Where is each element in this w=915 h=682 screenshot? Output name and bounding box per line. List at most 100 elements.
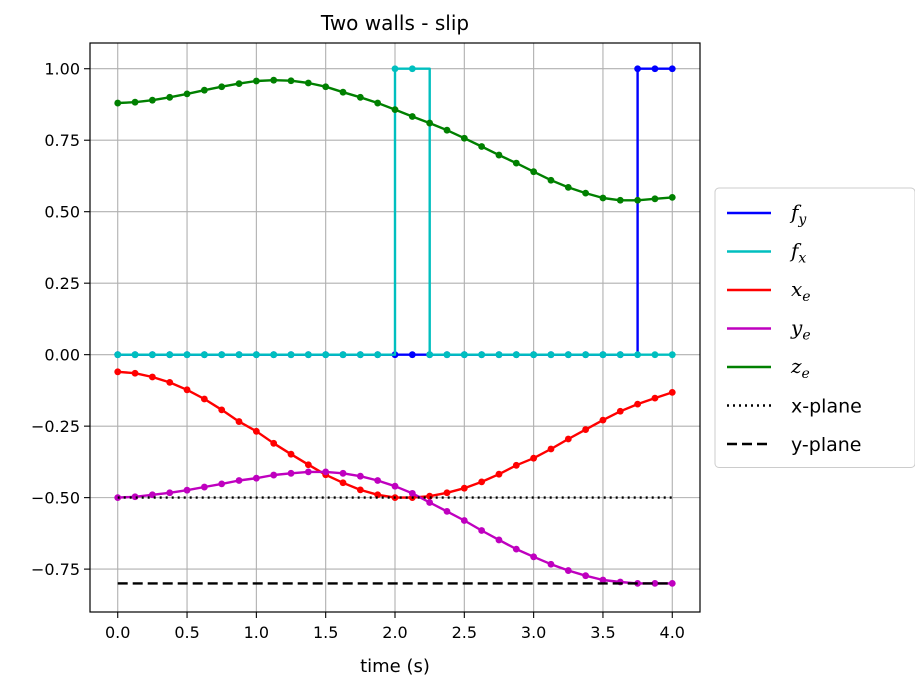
y-tick-label: −0.50 xyxy=(31,489,80,508)
plot-area xyxy=(114,65,676,587)
data-point-f-y xyxy=(408,351,416,359)
data-point-x-e xyxy=(443,489,451,497)
data-point-f-x xyxy=(166,351,174,359)
data-point-x-e xyxy=(218,406,226,414)
data-point-z-e xyxy=(408,113,416,120)
data-point-f-y xyxy=(651,65,659,73)
data-point-z-e xyxy=(547,176,555,184)
data-point-y-e xyxy=(287,469,295,477)
data-point-f-x xyxy=(356,351,364,359)
data-point-y-e xyxy=(200,483,208,491)
data-point-f-x xyxy=(547,351,555,359)
data-point-y-e xyxy=(391,482,399,490)
data-point-x-e xyxy=(478,478,486,486)
data-point-f-x xyxy=(131,351,139,359)
y-tick-label: 1.00 xyxy=(44,60,80,79)
data-point-x-e xyxy=(512,461,520,469)
data-point-f-x xyxy=(270,351,278,359)
data-point-x-e xyxy=(166,378,174,386)
data-point-f-x xyxy=(322,351,330,359)
data-point-z-e xyxy=(131,98,139,106)
data-point-z-e xyxy=(530,168,538,176)
data-point-x-e xyxy=(547,445,555,453)
data-point-z-e xyxy=(668,194,676,201)
ticks: 0.0 0.5 1.0 1.5 2.0 2.5 3.0 3.5 4.0 −0.75 −0.50 −0.… xyxy=(31,60,685,642)
legend-label: x-plane xyxy=(791,396,862,418)
data-point-y-e xyxy=(495,536,503,544)
data-point-x-e xyxy=(148,373,156,381)
data-point-x-e xyxy=(114,368,122,376)
data-point-y-e xyxy=(218,480,226,488)
data-point-y-e xyxy=(564,567,572,574)
data-point-f-x xyxy=(634,351,642,359)
data-point-y-e xyxy=(252,474,260,482)
data-point-x-e xyxy=(582,426,590,433)
data-point-f-x xyxy=(287,351,295,359)
data-point-y-e xyxy=(408,489,416,497)
data-point-z-e xyxy=(616,196,624,204)
data-point-z-e xyxy=(512,159,520,167)
data-point-y-e xyxy=(374,477,382,484)
y-tick-label: 0.50 xyxy=(44,203,80,222)
data-point-x-e xyxy=(530,454,538,462)
data-point-x-e xyxy=(426,492,434,500)
data-point-y-e xyxy=(547,560,555,568)
chart-title: Two walls - slip xyxy=(320,11,469,35)
data-point-y-e xyxy=(339,469,347,477)
data-point-x-e xyxy=(339,479,347,487)
data-point-f-x xyxy=(114,351,122,359)
data-point-y-e xyxy=(166,489,174,497)
data-point-x-e xyxy=(200,395,208,403)
legend-label: xe xyxy=(791,277,811,305)
data-point-f-x xyxy=(564,351,572,359)
data-point-x-e xyxy=(270,439,278,447)
data-point-f-x xyxy=(512,351,520,359)
data-point-z-e xyxy=(356,93,364,101)
data-point-x-e xyxy=(304,461,312,469)
data-point-z-e xyxy=(564,183,572,191)
data-point-z-e xyxy=(426,119,434,127)
x-axis-label: time (s) xyxy=(360,656,430,677)
data-point-x-e xyxy=(564,435,572,443)
data-point-f-x xyxy=(339,351,347,359)
legend-box xyxy=(714,187,915,468)
data-point-y-e xyxy=(599,576,607,584)
y-tick-label: 0.00 xyxy=(44,346,80,365)
data-point-y-e xyxy=(443,507,451,515)
data-point-z-e xyxy=(114,99,122,107)
data-point-x-e xyxy=(634,400,642,408)
data-point-f-y xyxy=(668,65,676,73)
data-point-f-x xyxy=(460,351,468,359)
data-point-z-e xyxy=(235,80,243,88)
data-point-z-e xyxy=(443,126,451,134)
data-point-z-e xyxy=(582,189,590,197)
data-point-z-e xyxy=(322,83,330,91)
data-point-f-x xyxy=(426,351,434,359)
data-point-y-e xyxy=(530,553,538,561)
x-tick-label: 1.5 xyxy=(313,623,338,642)
data-point-x-e xyxy=(616,407,624,415)
data-point-z-e xyxy=(391,106,399,114)
x-tick-label: 3.5 xyxy=(590,623,615,642)
data-point-y-e xyxy=(322,468,330,476)
data-point-y-e xyxy=(512,545,520,553)
x-tick-label: 4.0 xyxy=(660,623,685,642)
legend-label: ze xyxy=(790,354,810,382)
data-point-z-e xyxy=(495,151,503,159)
data-point-f-x xyxy=(530,351,538,359)
y-tick-label: −0.25 xyxy=(31,417,80,436)
x-tick-label: 0.5 xyxy=(174,623,199,642)
data-point-f-x xyxy=(495,351,503,359)
data-point-y-e xyxy=(270,471,278,479)
data-point-x-e xyxy=(287,450,295,458)
x-tick-label: 0.0 xyxy=(105,623,130,642)
data-point-z-e xyxy=(339,88,347,96)
data-point-z-e xyxy=(651,195,659,203)
data-point-f-x xyxy=(183,351,191,359)
data-point-z-e xyxy=(270,76,278,84)
data-point-f-x xyxy=(408,65,416,73)
data-point-y-e xyxy=(426,499,434,506)
data-point-x-e xyxy=(183,386,191,394)
data-point-y-e xyxy=(460,517,468,524)
